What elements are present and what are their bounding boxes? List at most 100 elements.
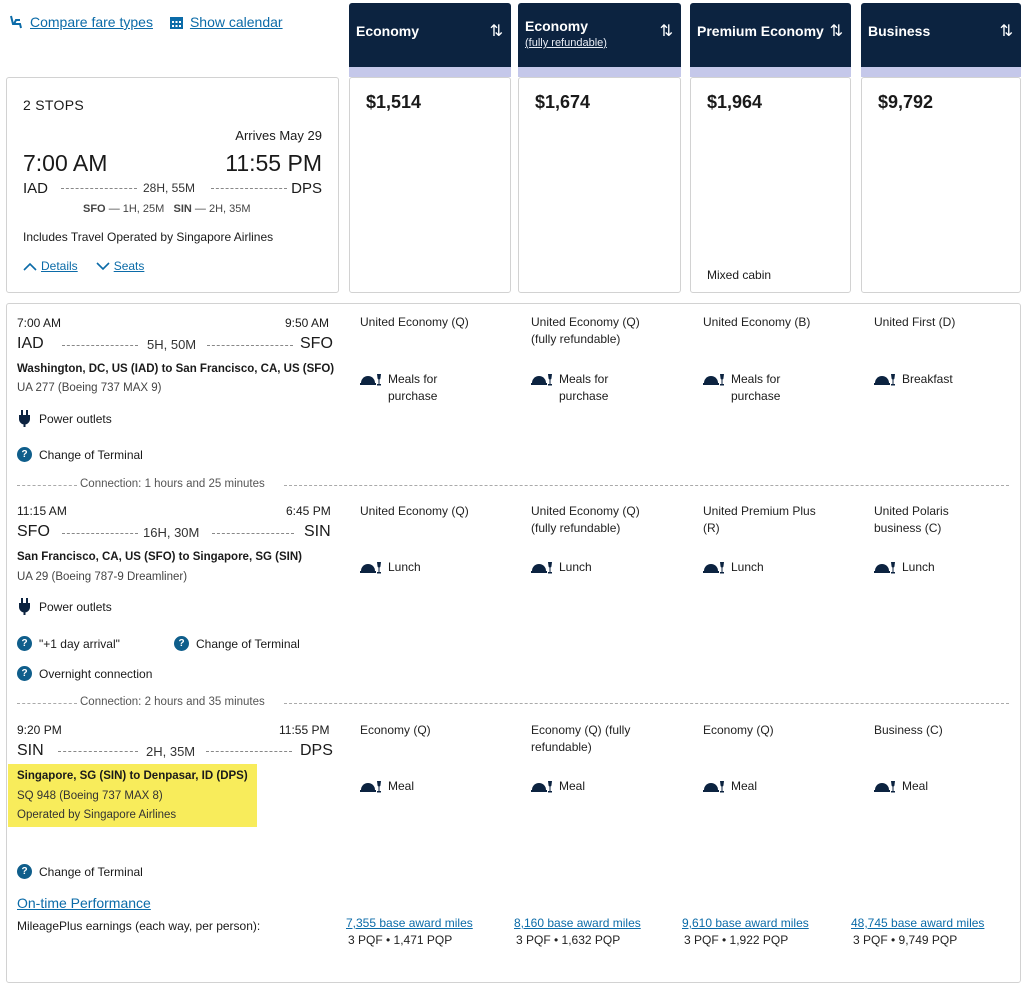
calendar-icon <box>169 16 183 29</box>
segment-line <box>62 533 138 534</box>
note-label: Change of Terminal <box>39 447 143 462</box>
sort-icon[interactable]: ⇅ <box>999 23 1013 40</box>
meal-info: Lunch <box>531 559 592 576</box>
meal-cloche-icon <box>874 781 895 793</box>
award-miles-link[interactable]: 48,745 base award miles <box>851 916 985 930</box>
meal-info: Meal <box>874 778 928 795</box>
meal-cloche-icon <box>360 562 381 574</box>
segment-origin: SIN <box>17 742 44 759</box>
sort-icon[interactable]: ⇅ <box>489 23 503 40</box>
details-link[interactable]: Details <box>41 259 78 273</box>
help-icon[interactable]: ? <box>17 636 32 651</box>
amenity-label: Power outlets <box>39 411 112 426</box>
meal-cloche-icon <box>874 562 895 574</box>
seat-icon <box>10 15 22 29</box>
fare-column-header-business[interactable]: Business ⇅ <box>861 3 1021 77</box>
highlight-box <box>8 764 257 827</box>
segment-destination: DPS <box>300 742 333 759</box>
compare-fare-types[interactable]: Compare fare types <box>8 14 153 30</box>
segment-departure-time: 9:20 PM <box>17 723 62 737</box>
pqf-pqp: 3 PQF • 1,632 PQP <box>516 933 621 947</box>
header-accent-bar <box>861 67 1021 77</box>
help-icon[interactable]: ? <box>174 636 189 651</box>
meal-label: Lunch <box>731 560 764 574</box>
seats-link[interactable]: Seats <box>113 259 145 273</box>
note-label: Overnight connection <box>39 666 153 681</box>
meal-cloche-icon <box>703 374 724 386</box>
segment-origin: IAD <box>17 335 44 352</box>
segment-line <box>62 345 138 346</box>
meal-label: Meals for purchase <box>731 372 781 403</box>
meal-label: Lunch <box>902 560 935 574</box>
cabin-class: United Premium Plus (R) <box>703 504 816 535</box>
column-subtitle-link[interactable]: (fully refundable) <box>525 37 607 49</box>
meal-cloche-icon <box>360 374 381 386</box>
fare-column-header-economy[interactable]: Economy ⇅ <box>349 3 511 77</box>
meal-info: Meal <box>703 778 757 795</box>
stops-label: 2 STOPS <box>23 97 84 113</box>
help-icon[interactable]: ? <box>17 447 32 462</box>
layovers: SFO — 1H, 25M SIN — 2H, 35M <box>83 203 251 215</box>
award-miles-link[interactable]: 7,355 base award miles <box>346 916 473 930</box>
segment-line <box>206 751 292 752</box>
show-calendar-link[interactable]: Show calendar <box>189 14 283 30</box>
change-of-terminal[interactable]: ? Change of Terminal <box>174 636 300 651</box>
sort-icon[interactable]: ⇅ <box>829 23 843 40</box>
connection-line <box>284 485 1009 486</box>
meal-label: Lunch <box>388 560 421 574</box>
meal-label: Meal <box>388 779 415 793</box>
power-plug-icon <box>19 410 30 427</box>
sort-icon[interactable]: ⇅ <box>659 23 673 40</box>
fare-column-header-premium-economy[interactable]: Premium Economy ⇅ <box>690 3 851 77</box>
connection-info: Connection: 1 hours and 25 minutes <box>80 478 265 490</box>
earnings-label: MileagePlus earnings (each way, per pers… <box>17 919 261 933</box>
top-links: Compare fare types Show calendar <box>8 14 283 30</box>
meal-cloche-icon <box>703 781 724 793</box>
meal-info: Lunch <box>360 559 421 576</box>
header-accent-bar <box>518 67 681 77</box>
segment-flight: UA 277 (Boeing 737 MAX 9) <box>17 382 162 394</box>
arrival-date: Arrives May 29 <box>235 128 322 143</box>
segment-route: Washington, DC, US (IAD) to San Francisc… <box>17 363 335 375</box>
meal-info: Meals for purchase <box>703 371 780 405</box>
change-of-terminal[interactable]: ? Change of Terminal <box>17 864 143 879</box>
help-icon[interactable]: ? <box>17 864 32 879</box>
fare-column-header-economy-refundable[interactable]: Economy (fully refundable) ⇅ <box>518 3 681 77</box>
show-calendar[interactable]: Show calendar <box>169 14 283 30</box>
meal-cloche-icon <box>703 562 724 574</box>
column-title: Economy <box>525 18 589 34</box>
pqf-pqp: 3 PQF • 1,471 PQP <box>348 933 453 947</box>
seats-toggle[interactable]: Seats <box>96 259 145 273</box>
column-title: Economy <box>356 23 420 39</box>
award-miles-link[interactable]: 9,610 base award miles <box>682 916 809 930</box>
segment-duration: 5H, 50M <box>147 337 197 352</box>
compare-fare-types-link[interactable]: Compare fare types <box>30 14 153 30</box>
meal-cloche-icon <box>531 781 552 793</box>
price-card-economy[interactable]: $1,514 <box>349 77 511 293</box>
award-miles-link[interactable]: 8,160 base award miles <box>514 916 641 930</box>
chevron-up-icon <box>23 262 37 271</box>
meal-info: Meal <box>531 778 585 795</box>
details-toggle[interactable]: Details <box>23 259 78 273</box>
on-time-performance-link[interactable]: On-time Performance <box>17 895 151 911</box>
plus-one-day-arrival[interactable]: ? "+1 day arrival" <box>17 636 120 651</box>
help-icon[interactable]: ? <box>17 666 32 681</box>
meal-info: Lunch <box>703 559 764 576</box>
power-plug-icon <box>19 598 30 615</box>
segment-arrival-time: 9:50 AM <box>285 316 330 330</box>
chevron-down-icon <box>96 261 110 270</box>
segment-route: San Francisco, CA, US (SFO) to Singapore… <box>17 551 302 563</box>
change-of-terminal[interactable]: ? Change of Terminal <box>17 447 143 462</box>
segment-departure-time: 11:15 AM <box>17 504 67 518</box>
overnight-connection[interactable]: ? Overnight connection <box>17 666 152 681</box>
price-card-premium-economy[interactable]: $1,964 Mixed cabin <box>690 77 851 293</box>
price-card-business[interactable]: $9,792 <box>861 77 1021 293</box>
cabin-class: Economy (Q) <box>360 723 431 737</box>
layover-duration: — 1H, 25M <box>108 203 165 215</box>
meal-info: Meal <box>360 778 414 795</box>
price-card-economy-refundable[interactable]: $1,674 <box>518 77 681 293</box>
cabin-class: United Economy (Q) (fully refundable) <box>531 504 640 535</box>
summary-links: Details Seats <box>23 259 144 273</box>
segment-destination: SIN <box>304 523 331 540</box>
segment-arrival-time: 6:45 PM <box>286 504 331 518</box>
